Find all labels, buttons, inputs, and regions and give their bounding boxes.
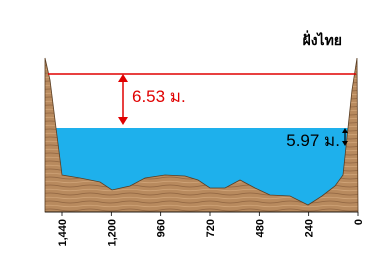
x-tick-label: 480: [254, 219, 266, 237]
x-tick-label: 960: [156, 219, 168, 237]
x-tick-label: 1,440: [57, 219, 69, 247]
freeboard-label: 6.53 ม.: [132, 87, 186, 106]
x-tick-label: 240: [304, 219, 316, 237]
depth-label: 5.97 ม.: [286, 131, 340, 150]
x-ticks: 1,440 1,200 960 720 480 240 0: [57, 212, 365, 247]
x-tick-label: 720: [205, 219, 217, 237]
bank-label: ฝั่งไทย: [302, 30, 342, 48]
arrow-head: [118, 74, 128, 82]
river-cross-section: 6.53 ม. 5.97 ม. ฝั่งไทย 1,440 1,200 960 720…: [0, 0, 367, 254]
x-tick-label: 1,200: [106, 219, 118, 247]
arrow-head: [118, 117, 128, 125]
x-tick-label: 0: [353, 219, 365, 225]
